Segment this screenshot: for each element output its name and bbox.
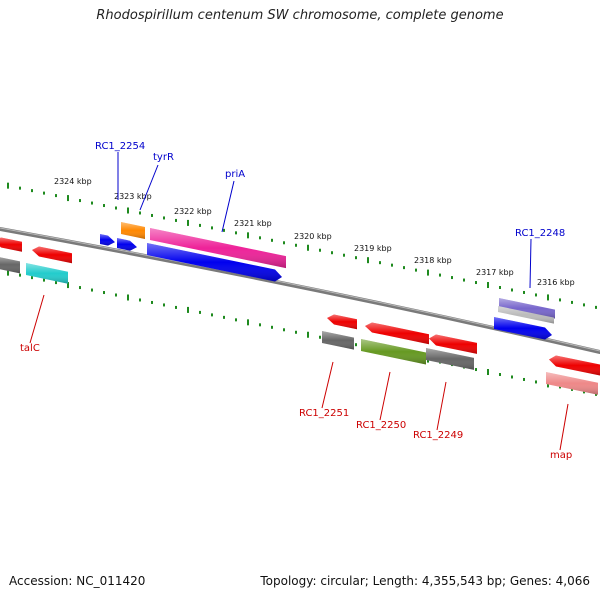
- gene-label-text[interactable]: RC1_2251: [299, 408, 349, 419]
- tick-label: 2320 kbp: [294, 232, 332, 241]
- tick-label: 2318 kbp: [414, 256, 452, 265]
- tick-label: 2321 kbp: [234, 219, 272, 228]
- feature-block[interactable]: [26, 263, 68, 284]
- genome-summary-text: Topology: circular; Length: 4,355,543 bp…: [260, 574, 590, 588]
- forward-gene-arrow[interactable]: [494, 317, 552, 340]
- tick-label: 2324 kbp: [54, 177, 92, 186]
- reverse-gene-arrow[interactable]: [429, 334, 477, 354]
- feature-block[interactable]: [498, 306, 554, 324]
- forward-gene-arrow[interactable]: [147, 243, 282, 282]
- gene-label-text[interactable]: RC1_2254: [95, 141, 145, 152]
- gene-label[interactable]: talC: [20, 294, 45, 354]
- reverse-gene-arrow[interactable]: [549, 355, 600, 376]
- feature-block[interactable]: [546, 372, 598, 395]
- forward-gene-arrow[interactable]: [100, 234, 115, 246]
- feature-block[interactable]: [322, 331, 354, 350]
- feature-block[interactable]: [150, 228, 286, 269]
- gene-label[interactable]: RC1_2248: [515, 228, 565, 289]
- gene-label-text[interactable]: tyrR: [153, 152, 174, 163]
- tick-label: 2319 kbp: [354, 244, 392, 253]
- tick-label: 2323 kbp: [114, 192, 152, 201]
- chromosome-backbone: [0, 227, 600, 354]
- reverse-gene-arrow[interactable]: [327, 314, 357, 330]
- feature-block[interactable]: [121, 222, 145, 239]
- reverse-gene-arrow[interactable]: [32, 246, 72, 264]
- gene-label[interactable]: RC1_2249: [413, 381, 463, 441]
- gene-label-text[interactable]: RC1_2249: [413, 430, 463, 441]
- reverse-gene-arrow[interactable]: [365, 322, 429, 345]
- gene-label-text[interactable]: map: [550, 450, 572, 461]
- gene-label-text[interactable]: RC1_2248: [515, 228, 565, 239]
- upper-tick-row: [7, 182, 597, 309]
- gene-label[interactable]: tyrR: [139, 152, 174, 211]
- map-title: Rhodospirillum centenum SW chromosome, c…: [96, 8, 504, 23]
- feature-block[interactable]: [0, 256, 20, 274]
- tick-label: 2322 kbp: [174, 207, 212, 216]
- accession-text: Accession: NC_011420: [9, 574, 146, 588]
- feature-block[interactable]: [361, 339, 426, 365]
- gene-label[interactable]: RC1_2250: [356, 371, 406, 431]
- forward-gene-arrow[interactable]: [117, 238, 137, 251]
- feature-block[interactable]: [426, 348, 474, 370]
- gene-label[interactable]: RC1_2254: [95, 141, 145, 200]
- tick-label: 2316 kbp: [537, 278, 575, 287]
- gene-label-text[interactable]: talC: [20, 343, 40, 354]
- gene-label[interactable]: RC1_2251: [299, 361, 349, 419]
- tick-label: 2317 kbp: [476, 268, 514, 277]
- reverse-gene-arrow[interactable]: [0, 237, 22, 252]
- gene-label[interactable]: priA: [221, 169, 245, 233]
- gene-label-text[interactable]: priA: [225, 169, 245, 180]
- gene-label[interactable]: map: [550, 403, 572, 461]
- gene-label-text[interactable]: RC1_2250: [356, 420, 406, 431]
- feature-block[interactable]: [499, 298, 555, 319]
